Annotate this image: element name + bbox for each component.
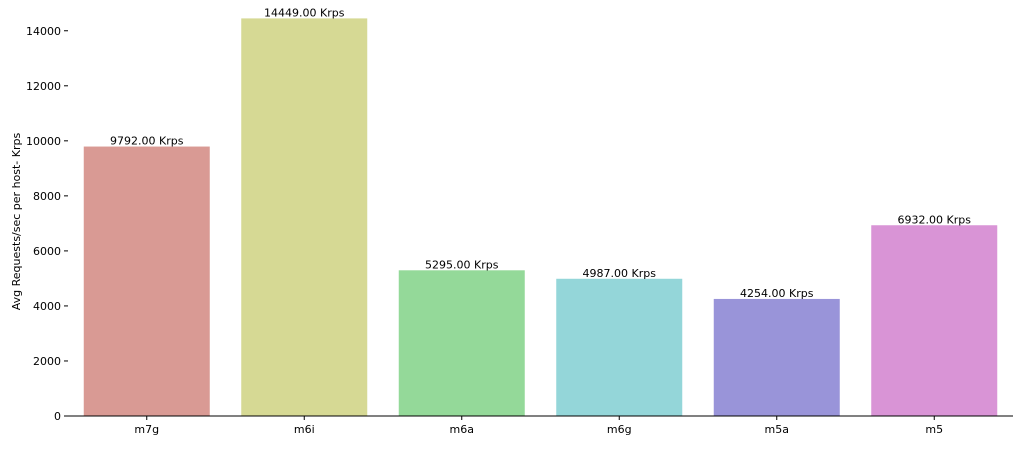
y-axis-title: Avg Requests/sec per host- Krps	[10, 133, 23, 311]
y-tick-label-14000: 14000	[26, 25, 61, 38]
data-label-m5a: 4254.00 Krps	[740, 287, 814, 300]
y-tick-label-10000: 10000	[26, 135, 61, 148]
data-label-m5: 6932.00 Krps	[898, 213, 972, 226]
x-tick-label-m5a: m5a	[765, 423, 789, 436]
y-tick-label-2000: 2000	[33, 355, 61, 368]
y-tick-label-6000: 6000	[33, 245, 61, 258]
bars-layer	[83, 18, 998, 416]
y-tick-label-0: 0	[54, 410, 61, 423]
x-tick-label-m6g: m6g	[607, 423, 632, 436]
data-label-m7g: 9792.00 Krps	[110, 135, 184, 148]
x-tick-label-m7g: m7g	[134, 423, 159, 436]
data-label-m6i: 14449.00 Krps	[264, 6, 345, 19]
bar-m6a	[398, 270, 525, 416]
x-tick-label-m6i: m6i	[294, 423, 315, 436]
data-label-m6g: 4987.00 Krps	[583, 267, 657, 280]
bar-m6i	[241, 18, 368, 416]
data-label-m6a: 5295.00 Krps	[425, 258, 499, 271]
x-tick-label-m6a: m6a	[450, 423, 474, 436]
bar-m5	[871, 225, 998, 416]
bar-m6g	[556, 278, 683, 416]
bar-m7g	[83, 146, 210, 416]
bar-m5a	[713, 298, 840, 416]
y-tick-label-8000: 8000	[33, 190, 61, 203]
y-tick-label-4000: 4000	[33, 300, 61, 313]
x-tick-label-m5: m5	[925, 423, 943, 436]
data-labels-layer: 9792.00 Krps 14449.00 Krps 5295.00 Krps 498…	[110, 6, 971, 300]
y-tick-label-12000: 12000	[26, 80, 61, 93]
x-axis: m7g m6i m6a m6g m5a m5	[68, 415, 1013, 436]
y-axis: 0 2000 4000 6000 8000 10000 12000 14000	[26, 25, 68, 423]
